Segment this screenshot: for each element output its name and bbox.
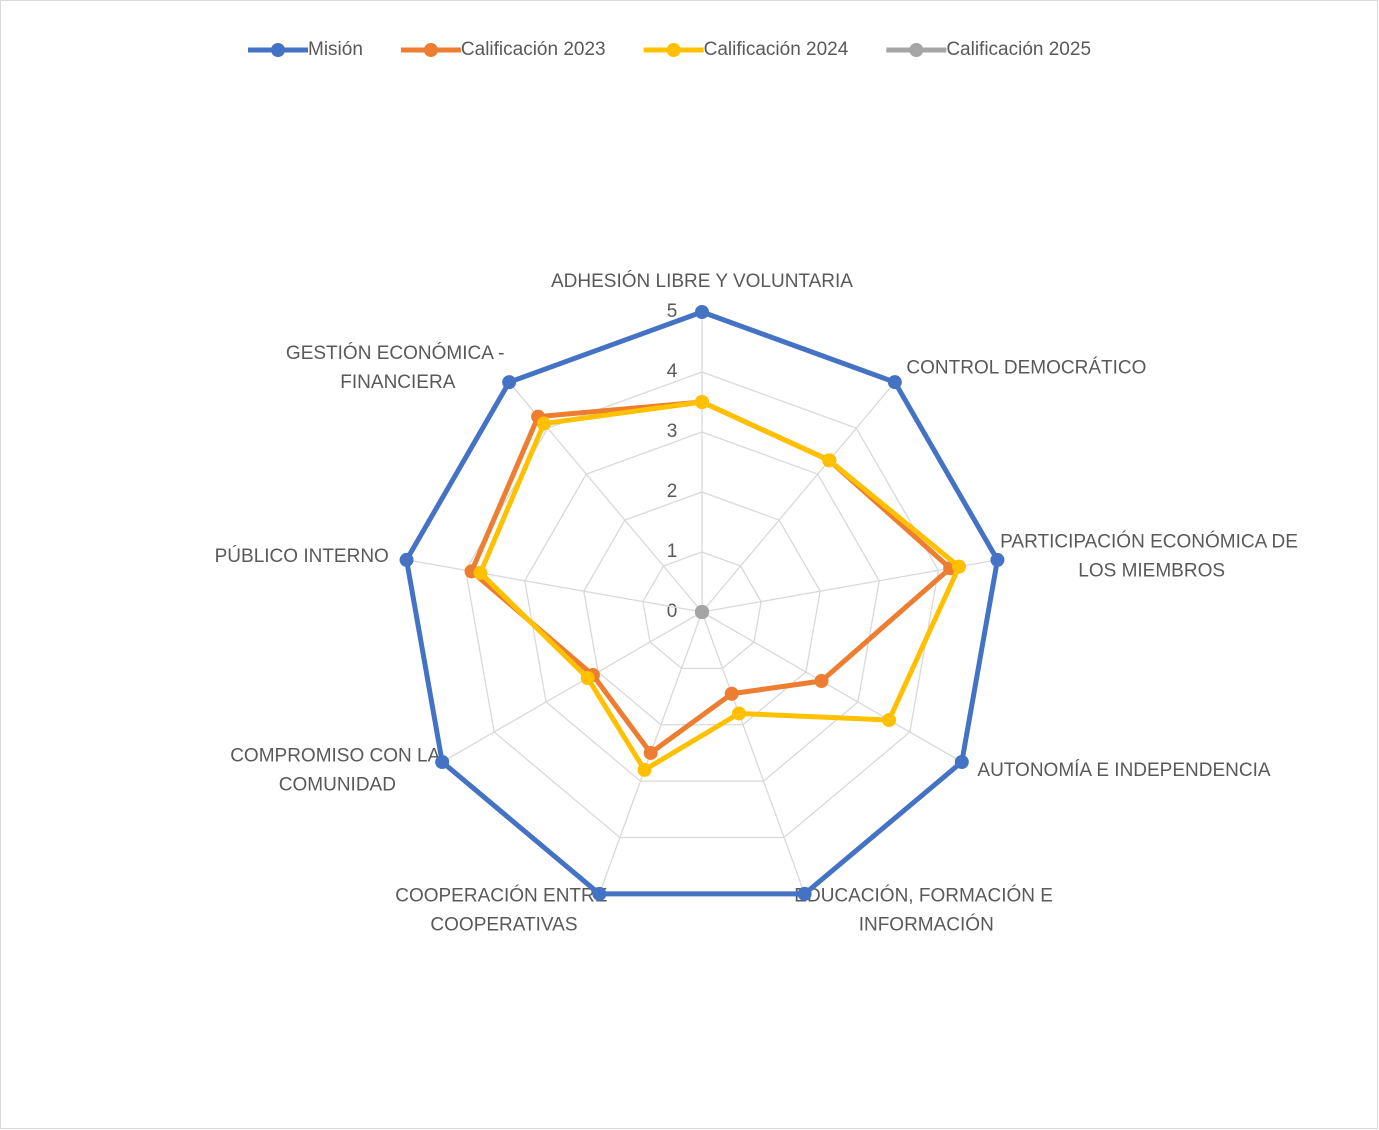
spoke (701, 611, 806, 895)
series-marker (580, 671, 595, 685)
category-label: ADHESIÓN LIBRE Y VOLUNTARIA (551, 270, 853, 292)
category-label: PÚBLICO INTERNO (215, 545, 389, 567)
series-marker (637, 762, 652, 777)
legend-marker (271, 43, 285, 57)
series-marker (399, 552, 414, 567)
series-marker (797, 886, 812, 901)
category-label: AUTONOMÍA E INDEPENDENCIA (977, 760, 1270, 781)
spoke (406, 559, 703, 613)
legend-marker (423, 43, 438, 57)
category-label: CONTROL DEMOCRÁTICO (906, 357, 1146, 378)
category-label: COOPERACIÓN ENTRE COOPERATIVAS (395, 884, 612, 935)
series-marker (435, 755, 450, 769)
grid-ring (583, 491, 821, 726)
r-tick-label: 0 (667, 601, 678, 622)
series-marker (952, 559, 967, 574)
series-marker (536, 416, 551, 431)
series-marker (990, 552, 1005, 567)
series-marker (643, 745, 658, 760)
series-marker (695, 305, 709, 319)
grid-ring (642, 551, 762, 670)
r-tick-label: 3 (667, 421, 678, 442)
category-label: COMPROMISO CON LA COMUNIDAD (230, 746, 444, 796)
series-marker (473, 565, 488, 580)
series-marker (954, 755, 969, 769)
category-label: GESTIÓN ECONÓMICA - FINANCIERA (286, 342, 510, 393)
series-marker (502, 375, 517, 390)
legend-label: Calificación 2023 (461, 39, 606, 60)
series-marker (695, 605, 709, 619)
series-marker (592, 886, 607, 901)
series-marker (814, 674, 829, 688)
r-tick-label: 5 (667, 301, 678, 322)
series-marker (731, 706, 746, 721)
series-marker (887, 375, 902, 390)
legend-label: Calificación 2025 (946, 39, 1091, 60)
series-line (469, 399, 953, 756)
legend-marker (666, 43, 681, 57)
r-tick-label: 1 (667, 541, 678, 562)
legend-label: Misión (308, 39, 363, 60)
spoke (701, 381, 896, 613)
r-tick-label: 2 (667, 481, 678, 502)
r-tick-label: 4 (667, 361, 678, 382)
spoke (441, 611, 703, 763)
series-line (404, 309, 1000, 897)
legend-marker (909, 43, 924, 57)
spoke (701, 611, 963, 763)
series-marker (724, 686, 739, 701)
series-marker (695, 395, 709, 409)
legend-label: Calificación 2024 (704, 39, 849, 60)
series-marker (882, 713, 897, 727)
category-label: EDUCACIÓN, FORMACIÓN E INFORMACIÓN (794, 884, 1058, 935)
grid-ring (524, 431, 880, 782)
series-line (477, 399, 962, 773)
category-label: PARTICIPACIÓN ECONÓMICA DE LOS MIEMBROS (1000, 530, 1303, 581)
grid-ring (464, 371, 940, 839)
series-marker (822, 453, 837, 468)
